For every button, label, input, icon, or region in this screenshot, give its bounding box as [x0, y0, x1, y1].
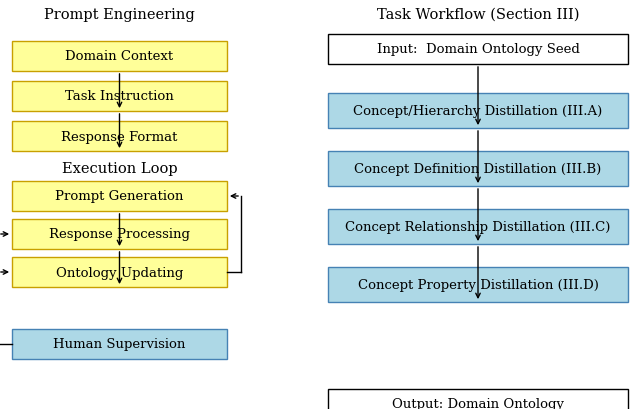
Text: Concept/Hierarchy Distillation (III.A): Concept/Hierarchy Distillation (III.A)	[353, 105, 603, 118]
FancyBboxPatch shape	[12, 82, 227, 112]
Text: Prompt Generation: Prompt Generation	[55, 190, 184, 203]
FancyBboxPatch shape	[12, 42, 227, 72]
Text: Task Workflow (Section III): Task Workflow (Section III)	[377, 8, 579, 22]
Text: Output: Domain Ontology: Output: Domain Ontology	[392, 398, 564, 409]
FancyBboxPatch shape	[12, 220, 227, 249]
FancyBboxPatch shape	[12, 329, 227, 359]
Text: Prompt Engineering: Prompt Engineering	[44, 8, 195, 22]
Text: Execution Loop: Execution Loop	[61, 162, 177, 175]
FancyBboxPatch shape	[328, 94, 628, 129]
FancyBboxPatch shape	[12, 182, 227, 211]
Text: Human Supervision: Human Supervision	[53, 338, 186, 351]
Text: Response Processing: Response Processing	[49, 228, 190, 241]
Text: Ontology Updating: Ontology Updating	[56, 266, 183, 279]
Text: Response Format: Response Format	[61, 130, 178, 143]
FancyBboxPatch shape	[12, 257, 227, 287]
Text: Input:  Domain Ontology Seed: Input: Domain Ontology Seed	[376, 43, 579, 56]
FancyBboxPatch shape	[328, 267, 628, 302]
Text: Concept Relationship Distillation (III.C): Concept Relationship Distillation (III.C…	[346, 220, 611, 234]
Text: Task Instruction: Task Instruction	[65, 90, 174, 103]
Text: Domain Context: Domain Context	[65, 50, 173, 63]
FancyBboxPatch shape	[328, 152, 628, 187]
FancyBboxPatch shape	[328, 35, 628, 65]
FancyBboxPatch shape	[328, 209, 628, 245]
Text: Concept Property Distillation (III.D): Concept Property Distillation (III.D)	[358, 278, 598, 291]
FancyBboxPatch shape	[12, 122, 227, 152]
FancyBboxPatch shape	[328, 389, 628, 409]
Text: Concept Definition Distillation (III.B): Concept Definition Distillation (III.B)	[355, 163, 602, 175]
